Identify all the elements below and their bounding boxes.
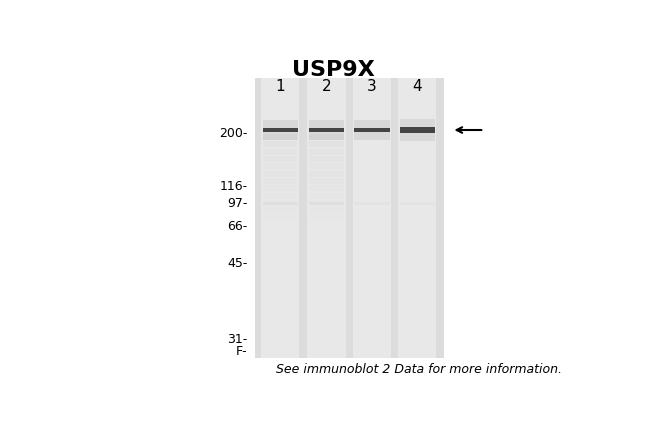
Bar (353, 79, 391, 358)
Bar (309, 193, 344, 199)
Bar (309, 128, 344, 132)
Bar (354, 120, 389, 128)
Bar (398, 79, 436, 358)
Bar (263, 193, 297, 199)
Bar (307, 79, 346, 358)
Bar (263, 201, 298, 205)
Bar (263, 215, 297, 220)
Text: 45-: 45- (227, 257, 248, 270)
Bar (400, 127, 435, 133)
Bar (263, 120, 298, 128)
Bar (400, 133, 435, 141)
Text: 97-: 97- (227, 197, 248, 210)
Bar (263, 207, 297, 213)
Text: USP9X: USP9X (292, 60, 374, 80)
Text: See immunoblot 2 Data for more information.: See immunoblot 2 Data for more informati… (276, 363, 562, 376)
Bar (309, 163, 344, 169)
Text: 66-: 66- (227, 220, 248, 233)
Bar (309, 185, 344, 191)
Bar (263, 163, 297, 169)
Bar (309, 149, 344, 155)
Text: 2: 2 (322, 79, 332, 94)
Bar (263, 178, 297, 184)
Bar (400, 201, 435, 205)
Text: 116-: 116- (219, 180, 248, 193)
Bar (263, 132, 298, 140)
Bar (309, 141, 344, 147)
Text: 200-: 200- (219, 127, 248, 140)
Bar (309, 134, 344, 140)
Bar (263, 200, 297, 206)
Bar (354, 201, 389, 205)
Bar (309, 132, 344, 140)
Bar (263, 185, 297, 191)
Bar (309, 178, 344, 184)
Bar (263, 156, 297, 162)
Text: 3: 3 (367, 79, 377, 94)
Bar (400, 119, 435, 127)
Text: 4: 4 (413, 79, 422, 94)
Bar (309, 171, 344, 177)
Bar (261, 79, 300, 358)
Bar (263, 128, 298, 132)
Bar (263, 149, 297, 155)
Text: 1: 1 (276, 79, 285, 94)
Bar (263, 134, 297, 140)
Text: F-: F- (236, 345, 248, 358)
Text: 31-: 31- (227, 333, 248, 346)
Bar (309, 201, 344, 205)
Bar (309, 207, 344, 213)
Bar (263, 141, 297, 147)
Bar (263, 171, 297, 177)
Bar (255, 79, 444, 358)
Bar (309, 200, 344, 206)
Bar (354, 128, 389, 132)
Bar (309, 156, 344, 162)
Bar (309, 120, 344, 128)
Bar (354, 132, 389, 140)
Bar (309, 215, 344, 220)
